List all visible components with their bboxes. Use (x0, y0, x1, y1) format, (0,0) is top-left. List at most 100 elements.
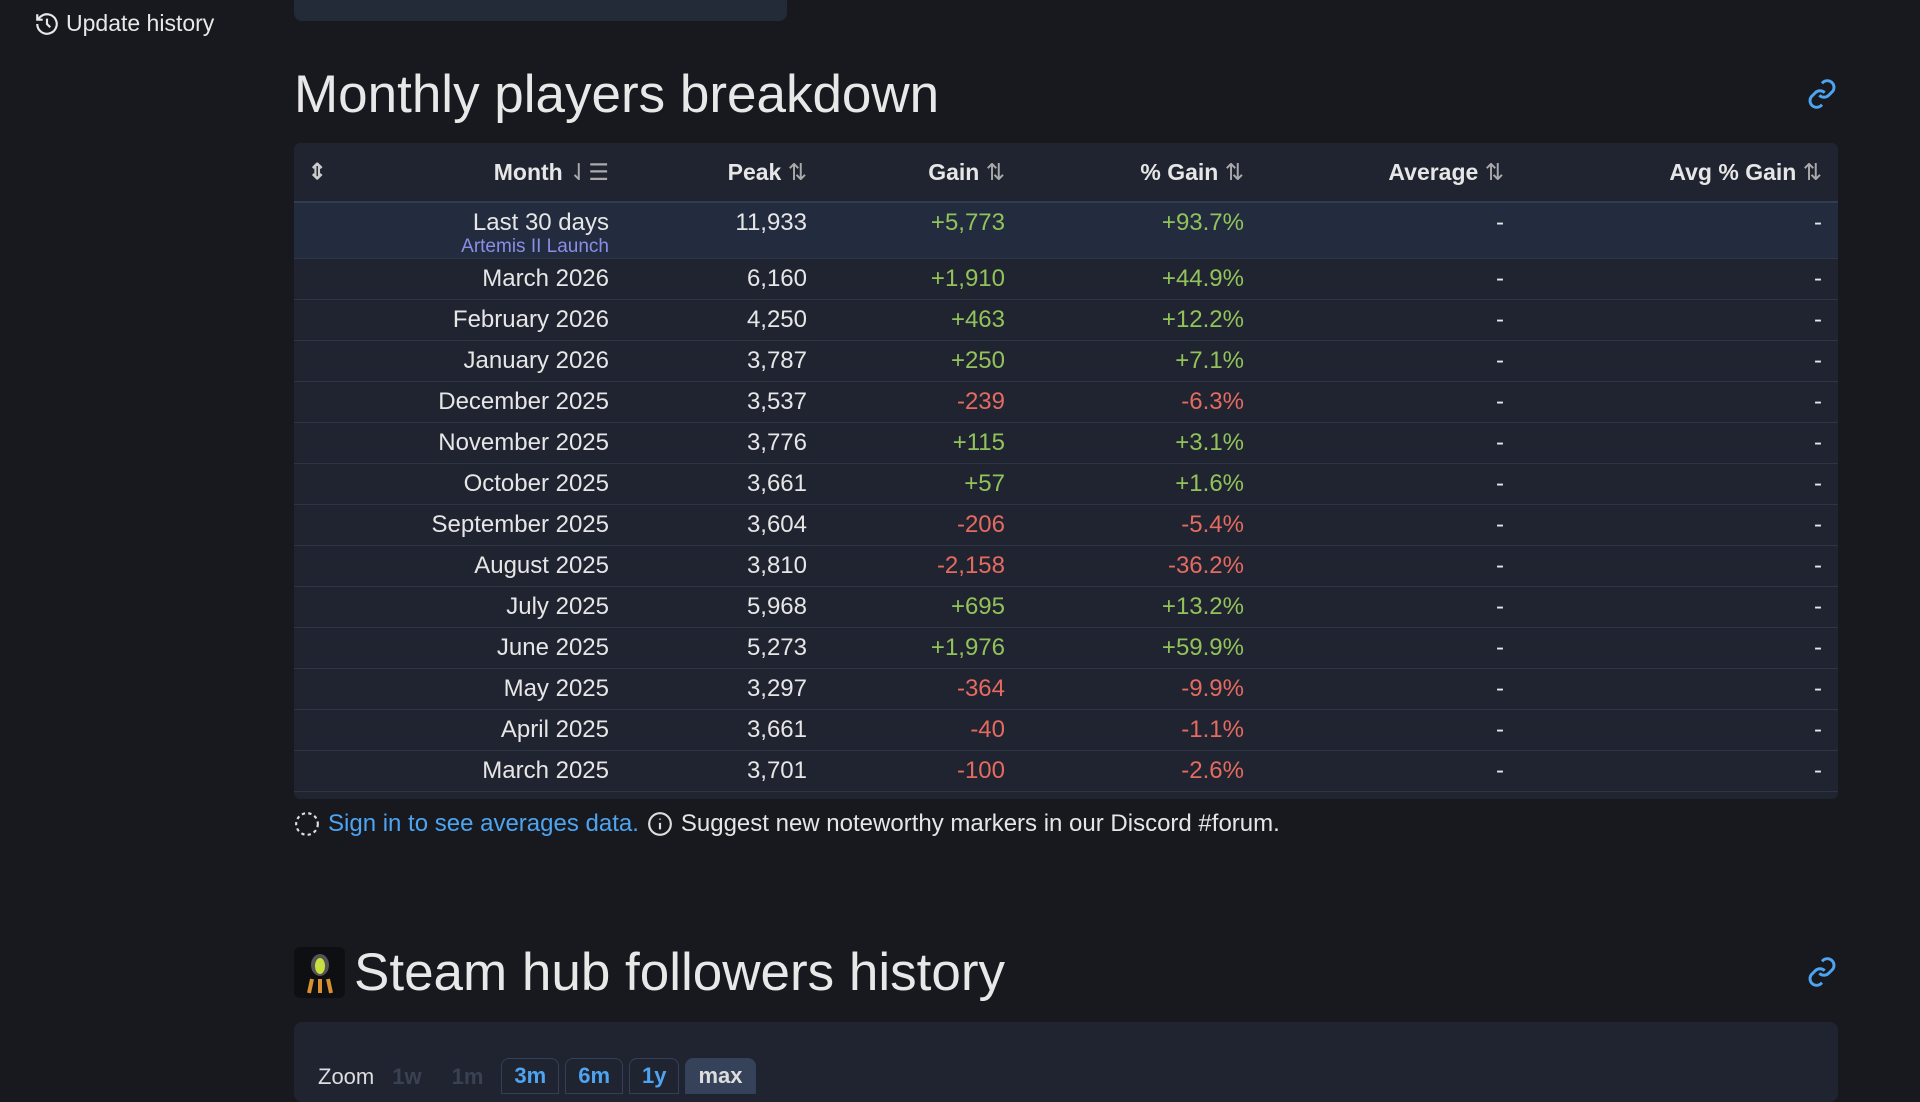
gain-cell: -40 (970, 716, 1005, 743)
gain-cell: +463 (950, 306, 1005, 333)
month-cell: Last 30 days Artemis II Launch (294, 209, 609, 256)
month-cell: November 2025 (438, 429, 609, 456)
zoom-controls: Zoom 1w 1m 3m 6m 1y max (318, 1058, 756, 1094)
event-marker: Artemis II Launch (461, 236, 609, 257)
gain-cell: -364 (956, 675, 1005, 702)
avg-pct-gain-cell: - (1814, 634, 1822, 661)
history-icon (36, 12, 58, 35)
avg-pct-gain-cell: - (1814, 675, 1822, 702)
table-row: September 2025 3,604 -206 -5.4% - - (294, 505, 1838, 546)
peak-cell: 3,661 (746, 716, 807, 743)
pct-gain-cell: -5.4% (1181, 511, 1244, 538)
table-row: March 2026 6,160 +1,910 +44.9% - - (294, 259, 1838, 300)
gain-cell: +115 (952, 429, 1005, 456)
month-cell: February 2026 (452, 306, 609, 333)
zoom-3m-button[interactable]: 3m (501, 1058, 560, 1094)
peak-cell: 3,661 (746, 470, 807, 497)
average-cell: - (1496, 209, 1504, 236)
update-history-label: Update history (66, 10, 215, 36)
col-avg-pct-gain[interactable]: Avg % Gain ⇅ (1669, 158, 1822, 185)
peak-cell: 5,968 (746, 593, 807, 620)
month-cell: June 2025 (496, 634, 609, 661)
pct-gain-cell: -36.2% (1167, 552, 1244, 579)
col-average[interactable]: Average ⇅ (1388, 158, 1504, 185)
update-history-link[interactable]: Update history (34, 10, 214, 37)
avg-pct-gain-cell: - (1814, 593, 1822, 620)
section-title-followers: Steam hub followers history (354, 943, 1006, 1002)
gain-cell: -206 (956, 511, 1005, 538)
avg-pct-gain-cell: - (1814, 429, 1822, 456)
average-cell: - (1496, 511, 1504, 538)
pct-gain-cell: +93.7% (1161, 209, 1244, 236)
gain-cell: +5,773 (930, 209, 1005, 236)
link-icon[interactable] (1806, 956, 1838, 988)
table-row: November 2025 3,776 +115 +3.1% - - (294, 423, 1838, 464)
monthly-players-table: ⇕ Month ⇃☰ Peak ⇅ Gain ⇅ % Gain ⇅ Averag… (294, 143, 1838, 799)
table-row: August 2025 3,810 -2,158 -36.2% - - (294, 546, 1838, 587)
zoom-1y-button[interactable]: 1y (629, 1058, 680, 1094)
followers-chart-panel: Zoom 1w 1m 3m 6m 1y max (294, 1022, 1838, 1102)
month-cell: May 2025 (503, 675, 609, 702)
avg-pct-gain-cell: - (1814, 470, 1822, 497)
month-cell: July 2025 (506, 593, 609, 620)
footer-note: Suggest new noteworthy markers in our Di… (680, 810, 1280, 837)
col-gain[interactable]: Gain ⇅ (928, 158, 1005, 185)
col-pct-gain[interactable]: % Gain ⇅ (1140, 158, 1244, 185)
col-peak[interactable]: Peak ⇅ (727, 158, 807, 185)
average-cell: - (1496, 265, 1504, 292)
avg-pct-gain-cell: - (1814, 552, 1822, 579)
table-row: October 2025 3,661 +57 +1.6% - - (294, 464, 1838, 505)
average-cell: - (1496, 634, 1504, 661)
gain-cell: -100 (956, 757, 1005, 784)
pct-gain-cell: +1.6% (1175, 470, 1244, 497)
avg-pct-gain-cell: - (1814, 265, 1822, 292)
average-cell: - (1496, 347, 1504, 374)
game-icon (294, 947, 345, 998)
avg-pct-gain-cell: - (1814, 347, 1822, 374)
month-cell: March 2026 (482, 265, 609, 292)
expand-rows-icon[interactable]: ⇕ (308, 159, 327, 184)
average-cell: - (1496, 470, 1504, 497)
average-cell: - (1496, 716, 1504, 743)
peak-cell: 6,160 (746, 265, 807, 292)
loading-circle-icon (295, 812, 319, 836)
col-month[interactable]: Month ⇃☰ (493, 158, 609, 185)
avg-pct-gain-cell: - (1814, 306, 1822, 333)
pct-gain-cell: -1.1% (1181, 716, 1244, 743)
zoom-max-button[interactable]: max (685, 1058, 756, 1094)
peak-cell: 5,273 (746, 634, 807, 661)
avg-pct-gain-cell: - (1814, 511, 1822, 538)
table-row: February 2026 4,250 +463 +12.2% - - (294, 300, 1838, 341)
table-row: June 2025 5,273 +1,976 +59.9% - - (294, 628, 1838, 669)
table-row: December 2025 3,537 -239 -6.3% - - (294, 382, 1838, 423)
zoom-6m-button[interactable]: 6m (565, 1058, 623, 1094)
month-cell: April 2025 (500, 716, 609, 743)
average-cell: - (1496, 593, 1504, 620)
zoom-label: Zoom (318, 1064, 375, 1089)
month-cell: September 2025 (431, 511, 609, 538)
table-footer: Sign in to see averages data. Suggest ne… (294, 810, 1280, 838)
month-cell: October 2025 (463, 470, 609, 497)
peak-cell: 3,297 (746, 675, 807, 702)
link-icon[interactable] (1806, 78, 1838, 110)
zoom-1w-button[interactable]: 1w (392, 1064, 422, 1089)
gain-cell: +57 (964, 470, 1005, 497)
month-cell: December 2025 (438, 388, 609, 415)
peak-cell: 3,776 (746, 429, 807, 456)
sign-in-link[interactable]: Sign in to see averages data. (328, 810, 639, 837)
gain-cell: +1,910 (930, 265, 1005, 292)
pct-gain-cell: +13.2% (1161, 593, 1244, 620)
average-cell: - (1496, 388, 1504, 415)
peak-cell: 3,537 (746, 388, 807, 415)
pct-gain-cell: +12.2% (1161, 306, 1244, 333)
gain-cell: +1,976 (930, 634, 1005, 661)
pct-gain-cell: -2.6% (1181, 757, 1244, 784)
table-row: May 2025 3,297 -364 -9.9% - - (294, 669, 1838, 710)
zoom-1m-button[interactable]: 1m (451, 1064, 484, 1089)
gain-cell: -239 (956, 388, 1005, 415)
gain-cell: -2,158 (936, 552, 1005, 579)
average-cell: - (1496, 675, 1504, 702)
table-row: January 2026 3,787 +250 +7.1% - - (294, 341, 1838, 382)
avg-pct-gain-cell: - (1814, 209, 1822, 236)
month-cell: January 2026 (463, 347, 609, 374)
